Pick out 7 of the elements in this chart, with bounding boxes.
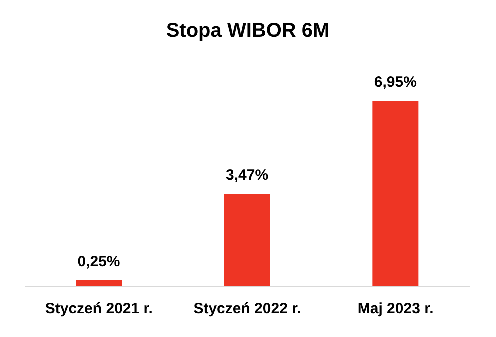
chart-title: Stopa WIBOR 6M <box>165 20 331 43</box>
data-label: 6,95% <box>374 74 417 91</box>
x-tick-label: Styczeń 2021 r. <box>45 300 153 318</box>
data-label: 3,47% <box>226 167 269 184</box>
data-label: 0,25% <box>78 253 120 270</box>
x-tick-label: Styczeń 2022 r. <box>194 300 302 318</box>
x-tick-label: Maj 2023 r. <box>358 300 434 318</box>
